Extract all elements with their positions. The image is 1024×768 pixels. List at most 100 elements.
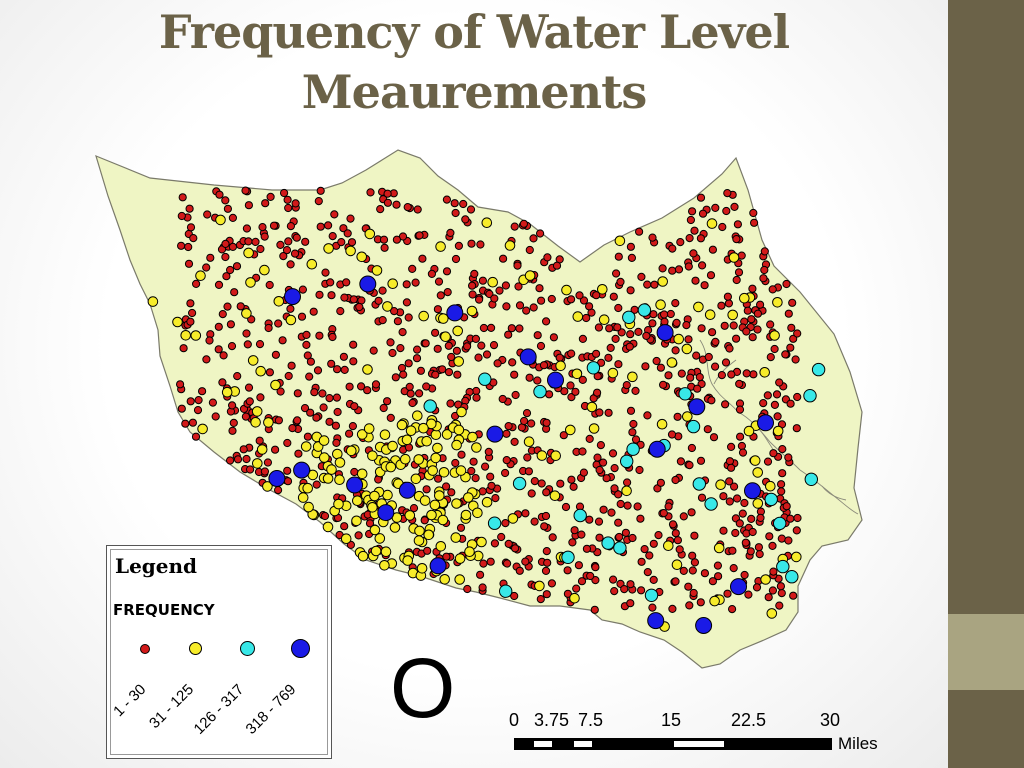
legend-symbol-126-317 [240,641,255,656]
well-point-31-125 [413,454,425,465]
well-point-1-30 [742,327,751,336]
well-point-318-769 [398,481,416,499]
well-point-1-30 [606,343,615,352]
well-point-1-30 [315,290,324,299]
well-point-1-30 [766,320,775,329]
well-point-31-125 [147,296,159,307]
well-point-1-30 [659,380,668,389]
well-point-1-30 [522,306,531,315]
well-point-1-30 [510,222,519,231]
well-point-126-317 [773,516,787,531]
well-point-1-30 [617,328,626,337]
well-point-1-30 [325,417,334,426]
well-point-31-125 [561,284,572,296]
well-point-1-30 [525,245,534,255]
well-point-1-30 [397,363,407,373]
well-point-1-30 [451,458,460,468]
well-point-1-30 [542,418,551,427]
scale-bar-segment [674,741,724,747]
well-point-318-769 [284,288,301,306]
well-point-31-125 [454,553,466,564]
well-point-1-30 [283,466,292,475]
well-point-1-30 [708,245,718,254]
well-point-31-125 [524,270,536,281]
well-point-1-30 [738,448,748,457]
well-point-1-30 [485,289,494,299]
well-point-1-30 [604,408,613,417]
well-point-1-30 [221,239,230,248]
letter-o-label: O [390,641,456,735]
well-point-1-30 [594,323,604,332]
slide-title: Frequency of Water Level Meaurements [158,5,790,119]
well-point-1-30 [610,587,619,596]
well-point-31-125 [356,429,368,440]
well-point-1-30 [523,453,532,462]
well-point-1-30 [740,570,749,580]
well-point-1-30 [232,262,242,271]
well-point-1-30 [623,478,632,487]
well-point-1-30 [541,511,551,521]
well-point-1-30 [711,362,720,371]
well-point-1-30 [504,539,513,549]
well-point-1-30 [228,426,237,435]
well-point-31-125 [345,245,356,257]
well-point-318-769 [519,348,537,366]
well-point-1-30 [314,197,323,206]
well-point-1-30 [265,368,274,377]
well-point-1-30 [656,363,666,372]
well-point-318-769 [648,440,666,458]
well-point-1-30 [747,514,756,524]
well-point-1-30 [475,295,484,304]
well-point-1-30 [468,281,477,290]
well-point-1-30 [321,268,330,277]
well-point-1-30 [733,494,742,503]
well-point-1-30 [697,324,706,333]
well-point-31-125 [681,343,693,355]
well-point-31-125 [673,333,685,345]
well-point-1-30 [570,526,579,535]
well-point-126-317 [533,384,547,399]
well-point-1-30 [184,259,194,268]
well-point-31-125 [387,440,398,452]
well-point-1-30 [649,539,658,548]
well-point-318-769 [688,398,706,416]
well-point-1-30 [404,359,413,368]
well-point-1-30 [404,313,413,322]
well-point-1-30 [682,321,691,330]
well-point-1-30 [320,511,330,521]
well-point-1-30 [242,329,251,338]
well-point-1-30 [415,231,424,240]
well-point-1-30 [530,477,539,486]
well-point-1-30 [605,324,614,333]
well-point-1-30 [604,353,613,362]
well-point-1-30 [222,272,231,281]
well-point-1-30 [348,422,357,431]
well-point-31-125 [352,495,363,507]
well-point-1-30 [312,413,321,422]
well-point-1-30 [498,394,507,404]
well-point-1-30 [547,294,556,304]
well-point-1-30 [763,457,773,466]
well-point-1-30 [671,529,680,538]
well-point-1-30 [631,435,641,444]
well-point-1-30 [274,319,283,328]
well-point-31-125 [456,406,467,418]
well-point-1-30 [631,386,640,395]
well-point-1-30 [536,229,545,238]
well-point-1-30 [463,342,472,351]
well-point-1-30 [608,449,618,458]
well-point-1-30 [729,564,738,573]
well-point-1-30 [502,429,511,438]
well-point-1-30 [286,260,295,269]
well-point-1-30 [306,408,315,417]
well-point-1-30 [703,425,712,434]
well-point-318-769 [377,504,395,522]
well-point-1-30 [614,303,623,313]
well-point-1-30 [434,474,443,483]
well-point-1-30 [349,295,358,304]
well-point-1-30 [450,199,459,208]
well-point-1-30 [572,584,581,593]
well-point-1-30 [343,229,352,238]
well-point-1-30 [396,344,405,353]
well-point-1-30 [442,267,452,276]
